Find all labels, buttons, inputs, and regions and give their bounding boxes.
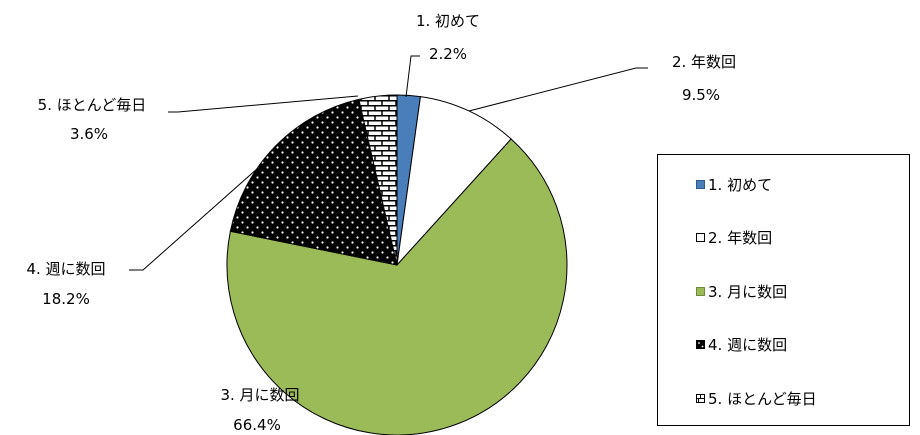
chart-legend: 1. 初めて 2. 年数回 3. 月に数回 4. 週に数回 5. ほとんど毎日 [657,154,910,426]
slice-label-4-value: 18.2% [42,290,90,308]
leader-line-4 [129,167,259,271]
legend-swatch-5 [696,393,705,403]
slice-label-2-value: 9.5% [682,86,720,104]
legend-label-4: 4. 週に数回 [708,335,788,354]
legend-label-1: 1. 初めて [708,175,773,194]
slice-label-2-name: 2. 年数回 [672,53,736,71]
leader-line-2 [468,67,648,112]
slice-label-1-value: 2.2% [429,45,467,63]
legend-label-2: 2. 年数回 [708,228,773,247]
legend-item-4: 4. 週に数回 [696,334,787,354]
legend-label-3: 3. 月に数回 [708,282,788,301]
legend-swatch-4 [696,339,705,349]
legend-item-1: 1. 初めて [696,174,772,194]
leader-line-3 [168,95,359,113]
slice-label-3-value: 66.4% [233,416,281,434]
legend-item-5: 5. ほとんど毎日 [696,388,817,408]
leader-line-1 [405,55,420,98]
legend-item-3: 3. 月に数回 [696,281,787,301]
legend-item-2: 2. 年数回 [696,227,772,247]
slice-label-4-name: 4. 週に数回 [26,260,105,278]
pie-slice-3 [226,138,568,435]
slice-label-1-name: 1. 初めて [416,12,480,30]
pie-slice-2 [396,96,512,267]
slice-label-5-value: 3.6% [70,125,108,143]
pie-slice-5 [358,94,398,266]
slice-label-5-name: 5. ほとんど毎日 [38,96,147,114]
legend-swatch-2 [696,232,705,242]
legend-swatch-1 [696,179,705,189]
slice-label-3-name: 3. 月に数回 [220,386,299,404]
legend-swatch-3 [696,286,705,296]
legend-label-5: 5. ほとんど毎日 [708,389,817,408]
pie-slice-4 [229,98,398,266]
